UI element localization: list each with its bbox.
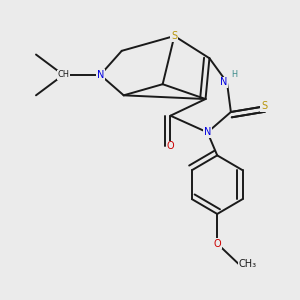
- Text: CH: CH: [57, 70, 69, 80]
- Text: S: S: [171, 31, 177, 41]
- Text: H: H: [232, 70, 238, 79]
- Text: O: O: [213, 238, 221, 249]
- Text: O: O: [167, 142, 174, 152]
- Text: S: S: [261, 101, 267, 111]
- Text: N: N: [204, 128, 211, 137]
- Text: N: N: [220, 77, 227, 87]
- Text: CH₃: CH₃: [239, 259, 257, 269]
- Text: N: N: [97, 70, 104, 80]
